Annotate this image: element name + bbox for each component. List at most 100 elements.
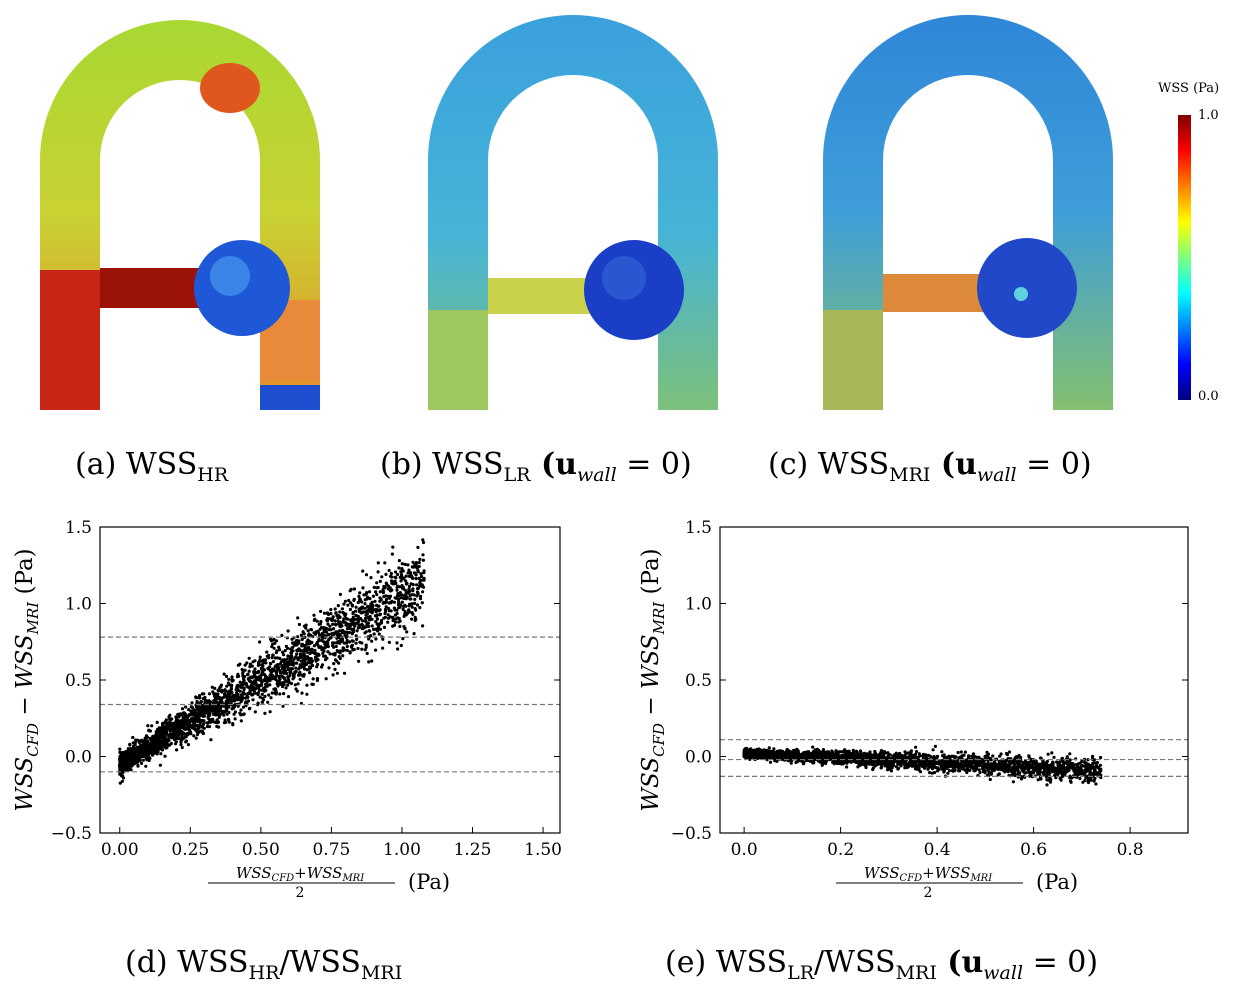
- data-point: [811, 745, 815, 749]
- data-point: [168, 713, 172, 717]
- data-point: [241, 676, 245, 681]
- data-point: [367, 607, 371, 611]
- data-point: [1004, 751, 1009, 756]
- data-point: [167, 738, 171, 743]
- data-point: [258, 695, 262, 699]
- data-point: [242, 687, 246, 692]
- data-point: [337, 655, 341, 659]
- data-point: [362, 610, 366, 614]
- data-point: [382, 625, 387, 629]
- data-point: [279, 671, 283, 675]
- data-point: [366, 604, 370, 608]
- data-point: [879, 766, 883, 770]
- data-point: [817, 748, 821, 752]
- data-point: [873, 751, 877, 755]
- data-point: [383, 561, 387, 565]
- data-point: [365, 597, 369, 601]
- data-point: [206, 721, 210, 725]
- data-point: [268, 679, 272, 683]
- data-point: [1091, 761, 1095, 765]
- data-point: [239, 713, 243, 717]
- data-point: [411, 589, 415, 593]
- data-point: [192, 708, 196, 712]
- data-point: [268, 674, 272, 678]
- data-point: [410, 602, 414, 606]
- data-point: [414, 561, 418, 565]
- data-point: [345, 634, 349, 638]
- data-point: [315, 677, 319, 681]
- data-point: [246, 699, 250, 703]
- data-point: [179, 713, 183, 717]
- x-tick-label: 0.50: [242, 840, 280, 860]
- data-point: [1080, 763, 1084, 767]
- data-point: [251, 698, 255, 702]
- data-point: [361, 619, 365, 623]
- data-point: [192, 734, 196, 738]
- data-point: [180, 707, 185, 711]
- data-point: [419, 594, 423, 598]
- data-point: [390, 552, 394, 556]
- data-point: [297, 673, 301, 677]
- data-point: [392, 600, 397, 604]
- data-point: [278, 648, 282, 652]
- data-point: [268, 710, 272, 714]
- data-point: [186, 743, 190, 747]
- data-point: [346, 622, 350, 626]
- data-point: [1011, 780, 1015, 784]
- data-point: [852, 753, 856, 757]
- data-point: [963, 750, 967, 754]
- data-point: [238, 689, 242, 693]
- data-point: [227, 704, 231, 708]
- data-point: [986, 762, 990, 766]
- data-point: [1031, 764, 1035, 768]
- data-point: [262, 678, 266, 683]
- data-point: [370, 659, 374, 663]
- data-point: [360, 622, 364, 627]
- data-point: [376, 626, 380, 630]
- data-point: [295, 689, 299, 693]
- data-point: [205, 724, 209, 729]
- data-point: [213, 692, 217, 696]
- data-point: [227, 720, 231, 724]
- data-point: [956, 759, 960, 763]
- data-point: [335, 614, 339, 618]
- data-point: [159, 744, 163, 748]
- data-point: [288, 656, 292, 660]
- wss-mri-render: [823, 15, 1113, 410]
- data-point: [118, 781, 122, 785]
- data-point: [386, 613, 390, 617]
- data-point: [391, 618, 395, 623]
- data-point: [194, 696, 198, 700]
- data-point: [258, 655, 262, 659]
- data-point: [824, 750, 828, 754]
- data-point: [184, 739, 189, 743]
- data-point: [367, 637, 371, 641]
- data-point: [120, 751, 124, 755]
- x-tick-label: 1.25: [454, 840, 492, 860]
- data-point: [185, 717, 189, 721]
- data-point: [250, 676, 254, 680]
- data-point: [142, 741, 146, 746]
- data-point: [873, 764, 877, 768]
- data-point: [928, 763, 932, 767]
- data-point: [159, 752, 163, 756]
- data-point: [364, 619, 368, 623]
- data-point: [235, 689, 239, 693]
- data-point: [295, 652, 299, 656]
- data-point: [408, 593, 412, 597]
- data-point: [981, 766, 985, 771]
- data-point: [406, 563, 410, 567]
- data-point: [381, 601, 385, 605]
- data-point: [956, 750, 960, 755]
- data-point: [909, 750, 913, 754]
- data-point: [370, 639, 374, 643]
- data-point: [335, 659, 339, 663]
- data-point: [120, 754, 124, 758]
- data-point: [163, 754, 167, 758]
- data-point: [118, 772, 122, 776]
- data-point: [363, 648, 367, 652]
- data-point: [403, 562, 407, 566]
- data-point: [236, 704, 240, 708]
- data-point: [809, 753, 813, 757]
- data-point: [406, 571, 410, 575]
